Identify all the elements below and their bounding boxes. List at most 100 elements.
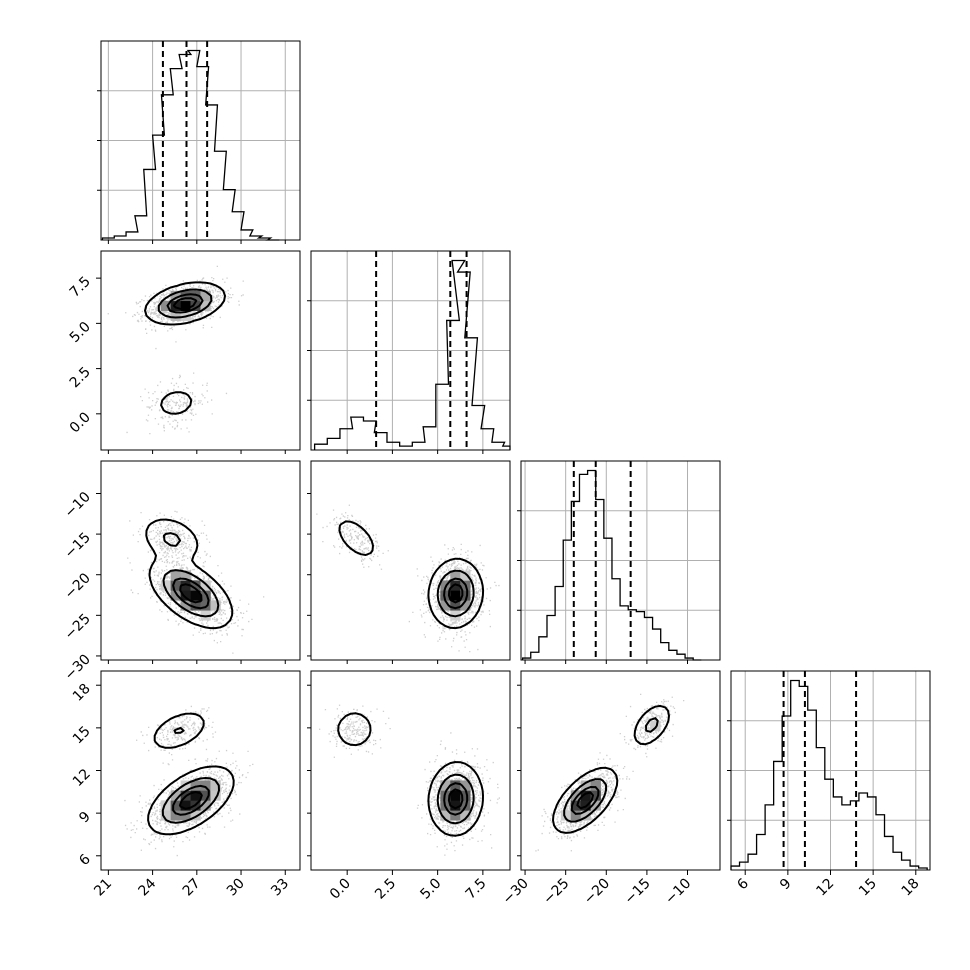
histogram-3 [730,679,928,870]
density-cell [590,780,601,791]
density-cell [170,300,181,311]
density-cell [180,580,191,591]
density-cell [180,810,191,821]
density-cell [460,570,471,581]
density-cell [190,790,201,801]
density-cell [170,290,181,302]
density-cell [210,790,221,801]
contour-line [337,712,484,837]
density-cell [200,300,211,311]
contour-line [436,773,475,825]
density-cell [440,590,451,601]
density-cell [200,780,211,791]
density-cell [180,290,191,302]
contour-line [145,518,234,630]
y-tick-label: 6 [76,851,94,869]
histogram-0 [101,49,280,241]
lines-layer [96,40,931,875]
panel-frame [100,670,301,871]
contour-line [570,786,600,815]
density-cell [190,590,201,601]
density-cell [160,800,171,811]
contour-line [563,717,659,823]
density-cell [200,290,211,302]
density-cell [440,810,451,821]
panel-frame [520,670,721,871]
density-cell [170,580,181,591]
panel-frame [310,460,511,661]
density-cell [210,780,221,791]
density-cell [200,600,211,611]
density-cell [170,310,181,321]
contour-line [144,281,226,415]
density-cell [590,800,601,811]
panel-frame [100,250,301,451]
density-cell [200,800,211,811]
contour-line [162,532,220,618]
panel-frame [100,460,301,661]
density-cell [580,790,591,801]
x-tick-label: −30 [500,876,532,908]
contour-line [166,293,204,314]
density-cell [210,600,221,611]
density-cell [190,580,201,591]
y-tick-label: 0.0 [67,409,94,436]
density-cell [170,790,181,801]
density-cell [200,580,211,591]
x-tick-label: 7.5 [463,876,490,903]
density-cell [180,780,191,791]
panel-frame [520,460,721,661]
density-cell [160,810,171,821]
density-cell [190,810,201,821]
density-cell [590,790,601,801]
x-tick-label: 33 [268,876,292,900]
density-cell [460,780,471,791]
y-tick-label: 15 [70,723,94,747]
density-cell [570,800,581,811]
contour-line [447,788,464,810]
density-cell [200,590,211,601]
density-cell [170,810,181,821]
density-cell [450,580,461,591]
density-cell [200,610,211,621]
y-tick-label: 5.0 [67,319,94,346]
scatter-points [535,693,685,852]
contour-line [147,712,235,836]
contour-line [443,577,469,610]
density-cell [200,790,211,801]
x-tick-label: 2.5 [372,876,399,903]
contour-line [157,288,213,319]
density-cell [180,600,191,611]
y-tick-label: −25 [62,611,94,643]
contour-line [172,577,210,610]
density-cell [170,800,181,811]
density-cell [450,790,461,801]
contour-line [576,791,594,810]
density-cell [460,790,471,801]
density-cell [580,810,591,821]
contour-line [179,583,203,604]
density-cell [460,600,471,611]
density-cell [450,570,461,581]
contour-line [447,583,464,604]
y-tick-label: 7.5 [67,274,94,301]
x-tick-label: 18 [899,876,923,900]
density-cell [570,790,581,801]
density-cell [560,810,572,821]
x-tick-label: 9 [777,876,795,894]
y-tick-label: −30 [62,651,94,683]
density-cell [450,780,461,791]
contour-line [172,784,210,816]
x-tick-label: 21 [91,876,115,900]
x-tick-label: −10 [662,876,694,908]
y-tick-label: 9 [76,809,94,827]
y-tick-label: 18 [70,681,94,705]
density-cell [170,570,181,581]
density-cell [160,580,171,591]
x-tick-label: −20 [581,876,613,908]
contour-line [178,791,203,810]
scatter-points [316,504,500,653]
contour-line [172,297,198,310]
scatter-points [127,510,265,654]
